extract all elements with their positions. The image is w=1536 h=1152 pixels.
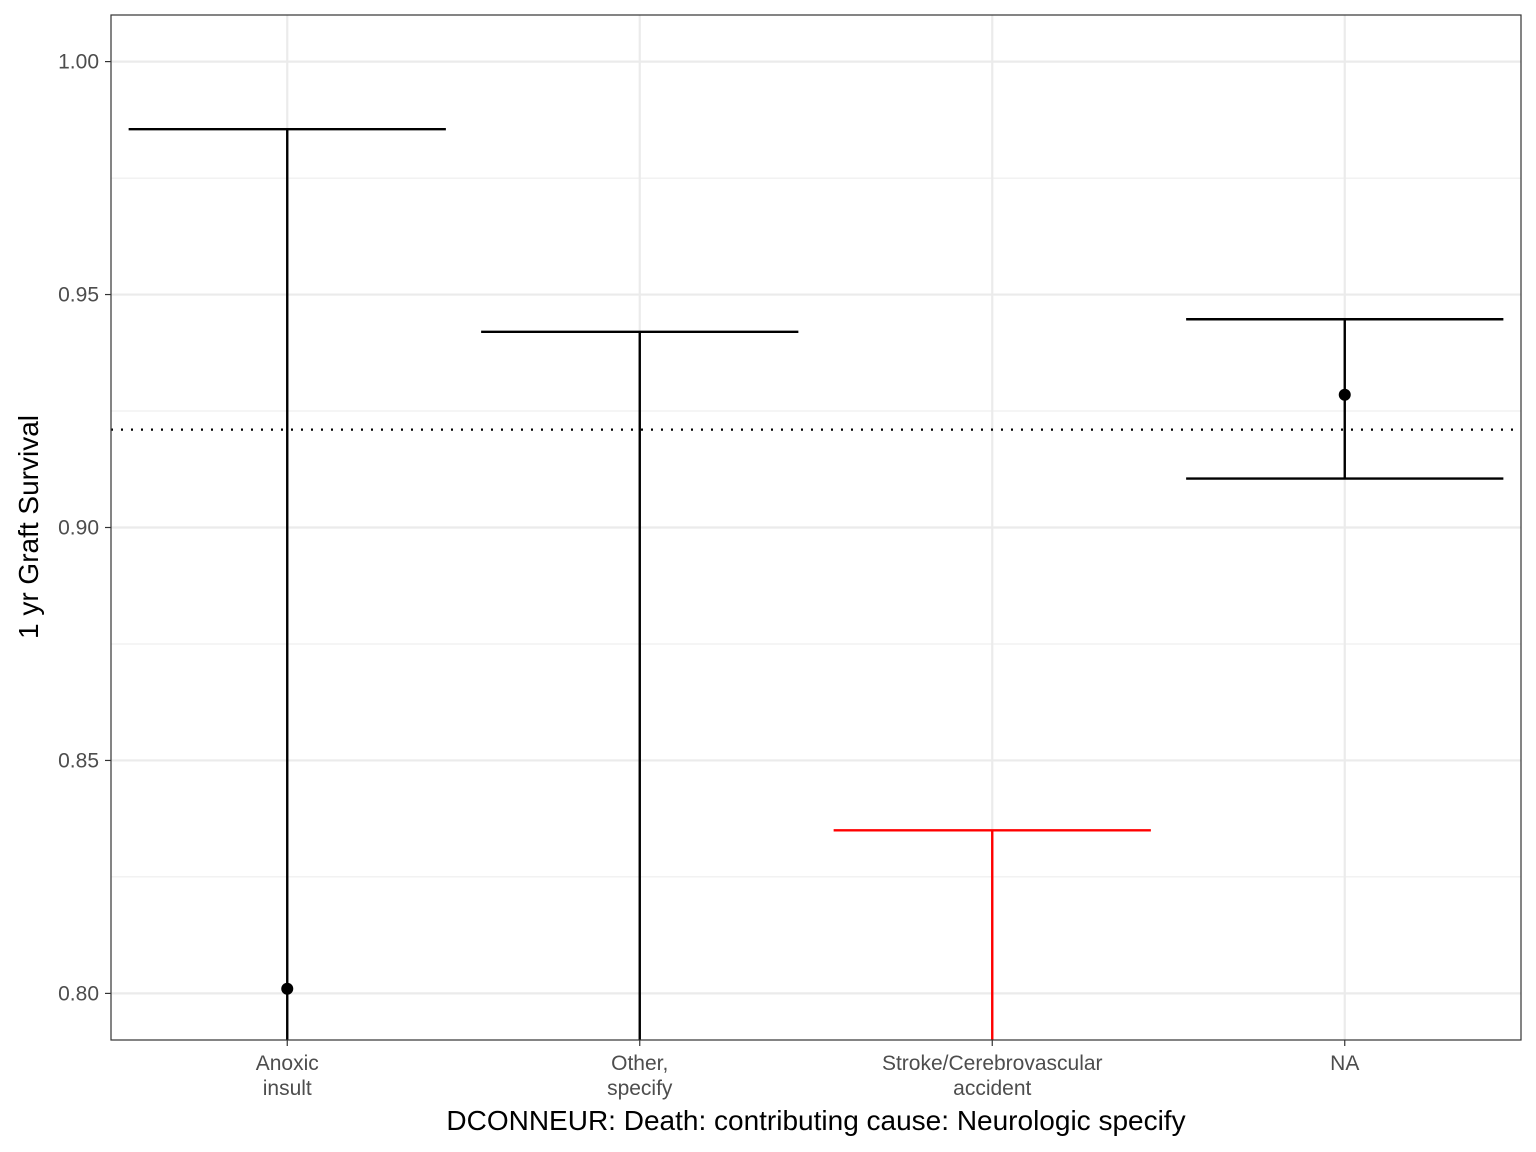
x-axis: Anoxic insult Other, specify Stroke/Cerebrov… xyxy=(256,1040,1359,1100)
x-tick-label-line: Other, xyxy=(611,1052,668,1075)
x-tick-label: Other, specify xyxy=(607,1052,673,1100)
x-tick-label-line: insult xyxy=(263,1077,312,1100)
y-tick-label: 0.90 xyxy=(58,517,99,540)
y-tick-label: 0.85 xyxy=(58,749,99,772)
y-axis-title: 1 yr Graft Survival xyxy=(13,415,44,639)
y-tick-label: 0.95 xyxy=(58,284,99,307)
x-tick-label-line: accident xyxy=(953,1077,1031,1100)
x-axis-title: DCONNEUR: Death: contributing cause: Neu… xyxy=(446,1105,1185,1136)
y-axis: 0.80 0.85 0.90 0.95 1.00 xyxy=(58,51,111,1005)
x-tick-label: NA xyxy=(1330,1052,1359,1075)
x-tick-label-line: NA xyxy=(1330,1052,1359,1075)
y-tick-label: 1.00 xyxy=(58,51,99,74)
error-bars xyxy=(128,127,1504,1040)
minor-gridlines xyxy=(111,177,1521,878)
x-tick-label: Stroke/Cerebrovascular accident xyxy=(882,1052,1103,1100)
point-estimate xyxy=(1338,388,1351,401)
point-estimate xyxy=(281,982,294,995)
x-tick-label-line: Anoxic xyxy=(256,1052,319,1075)
x-tick-label-line: Stroke/Cerebrovascular xyxy=(882,1052,1103,1075)
x-tick-label: Anoxic insult xyxy=(256,1052,319,1100)
x-tick-label-line: specify xyxy=(607,1077,673,1100)
y-tick-label: 0.80 xyxy=(58,982,99,1005)
